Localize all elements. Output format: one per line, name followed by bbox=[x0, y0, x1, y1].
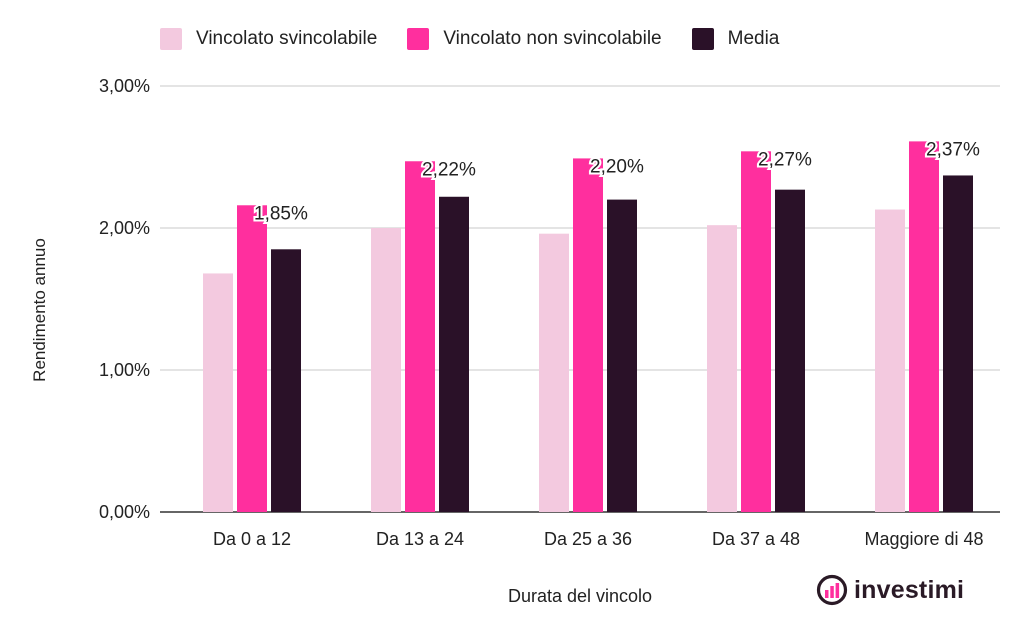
x-tick-label: Da 0 a 12 bbox=[213, 529, 291, 549]
y-axis-title: Rendimento annuo bbox=[30, 238, 49, 382]
data-label: 1,85% bbox=[254, 203, 308, 224]
data-label: 2,27% bbox=[758, 149, 812, 170]
y-tick-label: 1,00% bbox=[99, 360, 150, 380]
bar-vincolato-svincolabile bbox=[707, 225, 737, 512]
x-axis-title: Durata del vincolo bbox=[507, 586, 653, 606]
y-tick-label: 3,00% bbox=[99, 76, 150, 96]
x-tick-label: Da 13 a 24 bbox=[376, 529, 464, 549]
x-tick-label: Maggiore di 48 bbox=[864, 529, 983, 549]
legend-item-non-svincolabile: Vincolato non svincolabile bbox=[407, 28, 662, 50]
bar-vincolato-svincolabile bbox=[539, 233, 569, 512]
data-label: 2,37% bbox=[926, 139, 980, 160]
bar-media bbox=[271, 249, 301, 513]
bar-media bbox=[607, 199, 637, 512]
legend-label-svincolabile: Vincolato svincolabile bbox=[196, 28, 378, 49]
brand-name: investimi bbox=[854, 575, 965, 604]
legend-swatch-svincolabile bbox=[160, 28, 182, 50]
legend-label-non-svincolabile: Vincolato non svincolabile bbox=[443, 28, 662, 49]
y-tick-label: 2,00% bbox=[99, 218, 150, 238]
bar-media bbox=[943, 175, 973, 512]
data-label: 2,20% bbox=[590, 156, 644, 177]
data-label: 2,22% bbox=[422, 159, 476, 180]
bar-vincolato-non-svincolabile bbox=[573, 158, 603, 513]
bar-media bbox=[775, 189, 805, 512]
legend-item-svincolabile: Vincolato svincolabile bbox=[160, 28, 377, 50]
legend-label-media: Media bbox=[727, 28, 780, 49]
legend: Vincolato svincolabile Vincolato non svi… bbox=[160, 28, 809, 50]
legend-item-media: Media bbox=[691, 28, 780, 50]
bar-media bbox=[439, 196, 469, 512]
legend-swatch-non-svincolabile bbox=[407, 28, 430, 50]
bar-vincolato-non-svincolabile bbox=[909, 141, 939, 512]
bar-vincolato-non-svincolabile bbox=[741, 151, 771, 512]
bar-vincolato-svincolabile bbox=[875, 209, 905, 513]
bar-chart-icon bbox=[816, 574, 848, 606]
x-tick-label: Da 37 a 48 bbox=[712, 529, 800, 549]
brand-logo: investimi bbox=[816, 574, 964, 606]
bar-vincolato-svincolabile bbox=[203, 273, 233, 512]
y-tick-label: 0,00% bbox=[99, 502, 150, 522]
bar-vincolato-non-svincolabile bbox=[237, 205, 267, 512]
bar-vincolato-svincolabile bbox=[371, 228, 401, 512]
legend-swatch-media bbox=[691, 28, 714, 50]
bar-vincolato-non-svincolabile bbox=[405, 161, 435, 512]
x-tick-label: Da 25 a 36 bbox=[544, 529, 632, 549]
